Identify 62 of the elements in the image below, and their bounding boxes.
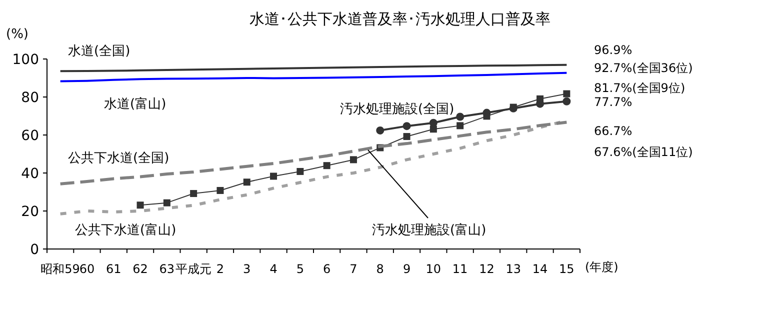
point [216,186,224,194]
y-tick-label: 80 [21,90,39,106]
point [429,118,438,127]
y-tick-label: 60 [21,128,39,144]
text: 66.7% [594,124,632,138]
x-tick-label: 61 [106,262,122,276]
text: 汚水処理施設(富山) [372,222,486,238]
x-tick-label: 6 [323,262,331,276]
y-axis-title: (%) [6,27,28,42]
x-tick-label: 11 [452,262,468,276]
x-tick-label: 10 [426,262,442,276]
text: 92.7%(全国36位) [594,61,693,75]
point [563,90,570,98]
x-tick-label: 13 [506,262,522,276]
point [403,133,410,140]
point [163,199,170,206]
line-series [59,64,568,72]
point [323,162,330,170]
x-tick-label: 平成元 [176,262,212,276]
y-tick-label: 100 [12,52,39,68]
point [376,126,384,134]
x-tick-label: 3 [243,262,251,276]
point [456,112,464,121]
x-tick-label: 8 [376,262,384,276]
text: 81.7%(全国9位) [594,81,686,95]
x-tick-label: 15 [559,262,574,276]
chart-title: 水道･公共下水道普及率･汚水処理人口普及率 [250,10,550,28]
x-tick-label: 7 [350,262,358,276]
y-tick-label: 20 [21,204,39,220]
point [270,172,278,180]
point [562,97,571,106]
point [136,202,144,209]
x-tick-label: 2 [216,262,224,276]
series-label: 公共下水道(富山) [75,222,176,238]
point [402,122,411,130]
point [296,168,304,175]
text: 67.6%(全国11位) [594,145,693,159]
x-axis-title: (年度) [585,260,618,274]
x-tick-label: 62 [132,262,148,276]
x-tick-label: 12 [479,262,494,276]
y-tick-label: 40 [21,166,39,182]
x-tick-label: 60 [79,262,95,276]
point [190,190,198,198]
point [350,156,357,164]
x-tick-label: 63 [159,262,175,276]
x-tick-label: 5 [296,262,304,276]
x-tick-label: 14 [532,262,548,276]
series-label: 汚水処理施設(全国) [340,102,454,117]
y-tick-label: 0 [30,242,39,258]
x-tick-label: 4 [270,262,278,276]
text: 77.7% [594,95,632,109]
text: 96.9% [594,43,632,57]
x-tick-label: 9 [402,262,411,276]
point [243,178,250,186]
series-label: 水道(全国) [68,44,130,59]
x-tick-label: 昭和59 [40,262,80,276]
series-label: 水道(富山) [104,96,166,112]
公共下水道(全国): 公共下水道(全国) [60,120,567,186]
series-label: 公共下水道(全国) [68,151,170,166]
point [456,122,464,130]
水道(全国): 水道(全国) [60,44,567,72]
line-series [59,72,568,82]
